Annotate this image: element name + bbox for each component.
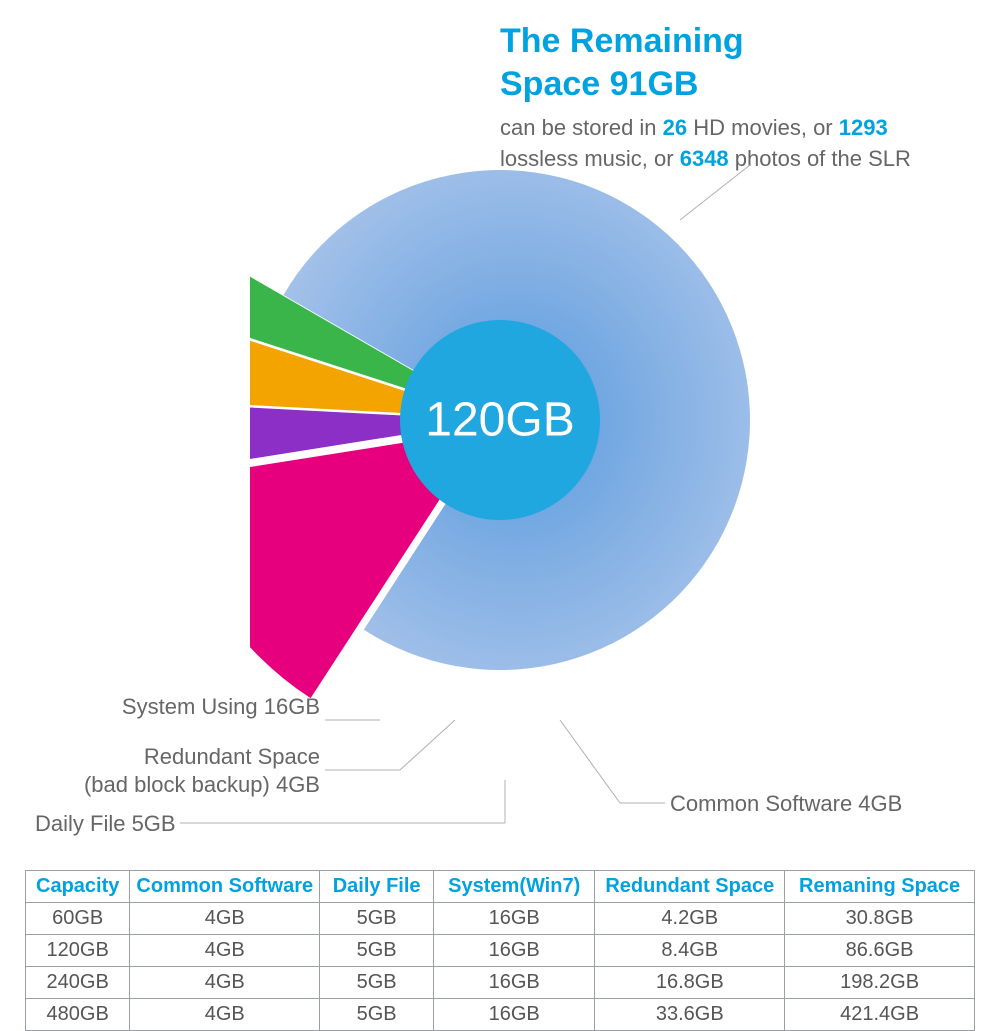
table-header-row: Capacity Common Software Daily File Syst…	[26, 871, 975, 903]
pie-svg	[250, 170, 750, 830]
table-row: 60GB4GB5GB16GB4.2GB30.8GB	[26, 903, 975, 935]
table-cell: 86.6GB	[785, 935, 975, 967]
desc-text: HD movies, or	[687, 115, 839, 140]
table-head: Capacity Common Software Daily File Syst…	[26, 871, 975, 903]
th-system: System(Win7)	[434, 871, 595, 903]
desc-em-movies: 26	[663, 115, 687, 140]
table-row: 120GB4GB5GB16GB8.4GB86.6GB	[26, 935, 975, 967]
storage-pie-chart: 120GB	[250, 170, 750, 670]
table-cell: 4GB	[130, 967, 320, 999]
table-cell: 16GB	[434, 903, 595, 935]
table-cell: 4GB	[130, 999, 320, 1031]
table-body: 60GB4GB5GB16GB4.2GB30.8GB120GB4GB5GB16GB…	[26, 903, 975, 1031]
callout-dailyfile: Daily File 5GB	[35, 810, 176, 838]
th-common: Common Software	[130, 871, 320, 903]
table-cell: 5GB	[320, 999, 434, 1031]
desc-text: can be stored in	[500, 115, 663, 140]
th-remain: Remaning Space	[785, 871, 975, 903]
table-cell: 16GB	[434, 967, 595, 999]
chart-center-label: 120GB	[425, 393, 574, 448]
table-cell: 4.2GB	[595, 903, 785, 935]
table-cell: 16GB	[434, 935, 595, 967]
table-cell: 198.2GB	[785, 967, 975, 999]
table-cell: 5GB	[320, 903, 434, 935]
title-main: The Remaining Space 91GB	[500, 20, 970, 105]
th-redund: Redundant Space	[595, 871, 785, 903]
th-daily: Daily File	[320, 871, 434, 903]
table-cell: 16.8GB	[595, 967, 785, 999]
desc-text: lossless music, or	[500, 146, 680, 171]
table-cell: 16GB	[434, 999, 595, 1031]
table-cell: 4GB	[130, 935, 320, 967]
table-cell: 4GB	[130, 903, 320, 935]
capacity-table: Capacity Common Software Daily File Syst…	[25, 870, 975, 1031]
table-cell: 33.6GB	[595, 999, 785, 1031]
desc-em-music: 1293	[839, 115, 888, 140]
callout-redundant-line1: Redundant Space	[144, 744, 320, 769]
callout-common: Common Software 4GB	[670, 790, 902, 818]
title-line2: Space 91GB	[500, 65, 698, 103]
callout-redundant-line2: (bad block backup) 4GB	[84, 772, 320, 797]
table-row: 480GB4GB5GB16GB33.6GB421.4GB	[26, 999, 975, 1031]
table-cell: 5GB	[320, 935, 434, 967]
table-cell: 8.4GB	[595, 935, 785, 967]
table-cell: 60GB	[26, 903, 130, 935]
callout-redundant: Redundant Space (bad block backup) 4GB	[0, 743, 320, 798]
table-cell: 30.8GB	[785, 903, 975, 935]
table-cell: 240GB	[26, 967, 130, 999]
table-cell: 120GB	[26, 935, 130, 967]
table-cell: 421.4GB	[785, 999, 975, 1031]
table-cell: 480GB	[26, 999, 130, 1031]
table-row: 240GB4GB5GB16GB16.8GB198.2GB	[26, 967, 975, 999]
callout-system: System Using 16GB	[20, 693, 320, 721]
desc-em-photos: 6348	[680, 146, 729, 171]
table-cell: 5GB	[320, 967, 434, 999]
title-line1: The Remaining	[500, 22, 744, 60]
th-capacity: Capacity	[26, 871, 130, 903]
